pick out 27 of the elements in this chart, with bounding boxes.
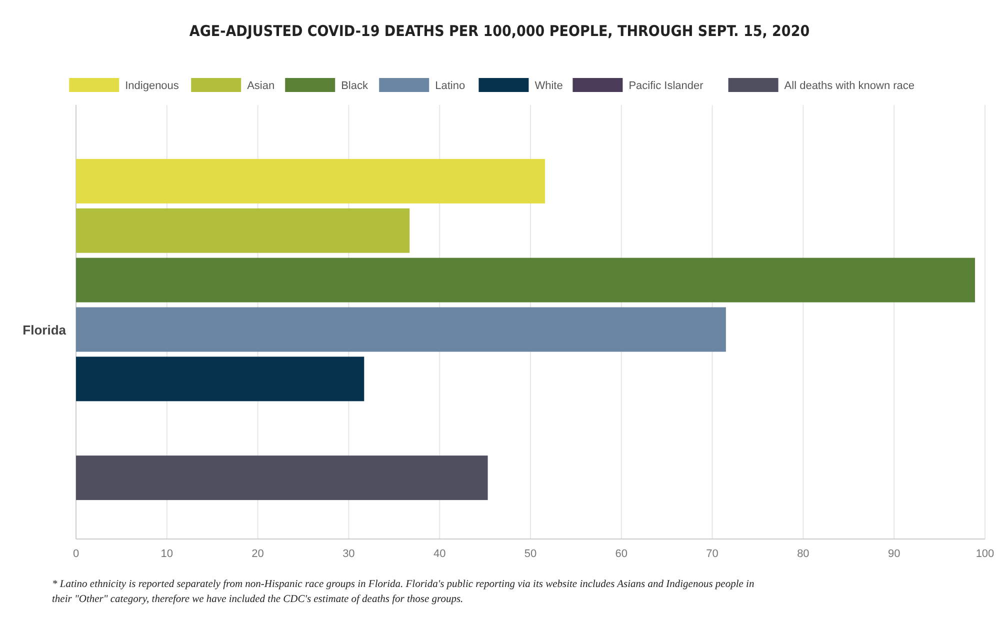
bar xyxy=(76,258,975,302)
chart-title: AGE-ADJUSTED COVID-19 DEATHS PER 100,000 PEOPLE, THROUGH SEPT. 15, 2020 xyxy=(189,22,810,40)
legend-label: All deaths with known race xyxy=(784,80,915,92)
x-tick-label: 60 xyxy=(615,548,628,560)
legend-label: Pacific Islander xyxy=(628,80,704,92)
x-tick-label: 10 xyxy=(160,548,174,560)
text: * Latino ethnicity is reported separately from non-Hispanic race groups in Florida. Florida's public reporting via its website includes Asians and Indigenous people in their "Other" category, therefore we have included the CDC's estimate of deaths for those groups. xyxy=(52,579,754,605)
x-tick-label: 70 xyxy=(706,548,718,560)
x-tick-label: 90 xyxy=(888,548,900,560)
legend-label: Black xyxy=(341,80,368,92)
legend-label: White xyxy=(534,80,563,92)
legend-label: Indigenous xyxy=(125,80,180,92)
legend-label: Asian xyxy=(247,80,275,92)
legend-label: Latino xyxy=(435,80,466,92)
x-tick-label: 80 xyxy=(797,548,810,560)
x-tick-label: 100 xyxy=(976,548,994,560)
x-tick-label: 20 xyxy=(252,548,264,560)
x-tick-label: 0 xyxy=(72,548,80,560)
bar xyxy=(76,307,726,352)
bar xyxy=(76,456,488,500)
bar xyxy=(76,208,410,253)
x-tick-label: 50 xyxy=(524,548,537,560)
bar xyxy=(76,158,546,204)
x-tick-label: 40 xyxy=(433,548,446,560)
x-tick-label: 30 xyxy=(342,548,355,560)
bar xyxy=(76,356,364,402)
y-tick-label: Florida xyxy=(22,322,67,338)
